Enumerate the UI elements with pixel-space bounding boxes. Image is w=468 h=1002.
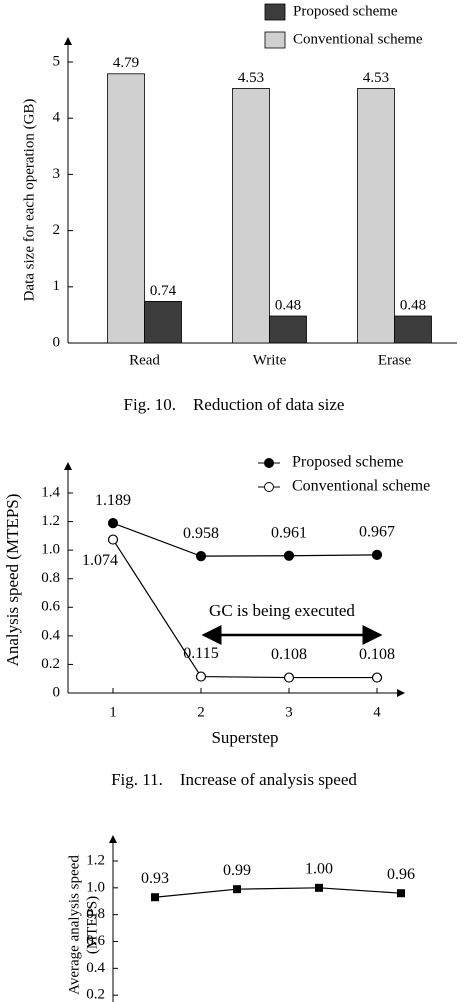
marker xyxy=(315,883,323,892)
series-line xyxy=(112,539,377,679)
y-tick-label: 0.4 xyxy=(86,960,105,976)
bar xyxy=(357,88,395,344)
y-tick-label: 0 xyxy=(53,684,61,700)
value-label: 0.967 xyxy=(359,524,395,541)
caption: Fig. 11. Increase of analysis speed xyxy=(111,770,357,789)
bar xyxy=(144,301,182,344)
caption: Fig. 10. Reduction of data size xyxy=(124,395,345,414)
bar xyxy=(232,88,270,344)
value-label: 0.48 xyxy=(400,297,426,313)
value-label: 0.74 xyxy=(150,283,177,299)
y-tick-label: 1 xyxy=(53,278,61,294)
legend-label: Conventional scheme xyxy=(293,31,423,47)
marker xyxy=(233,885,241,894)
bar xyxy=(394,315,432,344)
value-label: 4.79 xyxy=(113,55,139,71)
x-tick-label: 1 xyxy=(109,704,117,720)
value-label: 0.961 xyxy=(271,524,307,541)
series-line xyxy=(112,522,378,557)
y-tick-label: 0 xyxy=(53,334,61,350)
marker xyxy=(151,893,159,902)
y-tick-label: 0.4 xyxy=(41,627,60,643)
y-tick-label: 5 xyxy=(53,53,61,69)
value-label: 4.53 xyxy=(238,70,264,86)
value-label: 1.00 xyxy=(305,861,333,878)
marker xyxy=(107,534,119,545)
y-tick-label: 1.0 xyxy=(86,879,105,895)
y-tick-label: 1.0 xyxy=(41,542,60,558)
value-label: 0.108 xyxy=(271,646,307,663)
legend-swatch xyxy=(264,31,286,49)
y-axis-label: Data size for each operation (GB) xyxy=(21,99,37,302)
y-tick-label: 1.4 xyxy=(41,484,60,500)
marker xyxy=(397,889,405,898)
value-label: 0.96 xyxy=(387,866,415,883)
value-label: 0.48 xyxy=(275,297,301,313)
marker xyxy=(371,549,383,560)
y-tick-label: 0.8 xyxy=(41,570,60,586)
y-tick-label: 0.2 xyxy=(86,987,105,1002)
bar xyxy=(107,73,145,344)
value-label: 0.115 xyxy=(183,645,218,662)
y-axis-label: Analysis speed (MTEPS) xyxy=(3,494,22,667)
y-axis-label: Average analysis speed xyxy=(66,855,82,995)
y-tick-label: 0.6 xyxy=(86,933,105,949)
legend-label: Proposed scheme xyxy=(292,454,404,471)
value-label: 0.99 xyxy=(223,862,251,879)
y-tick-label: 1.2 xyxy=(86,852,105,868)
marker xyxy=(371,672,383,683)
value-label: 0.108 xyxy=(359,646,395,663)
legend-marker xyxy=(264,482,274,492)
value-label: 0.93 xyxy=(141,870,169,887)
series-line xyxy=(154,887,402,898)
y-tick-label: 2 xyxy=(53,222,61,238)
legend-marker xyxy=(264,458,274,468)
legend-label: Conventional scheme xyxy=(292,478,430,495)
y-tick-label: 1.2 xyxy=(41,513,60,529)
value-label: 4.53 xyxy=(363,70,389,86)
x-tick-label: 4 xyxy=(373,704,381,720)
legend-label: Proposed scheme xyxy=(293,3,398,19)
y-tick-label: 3 xyxy=(53,166,61,182)
value-label: 0.958 xyxy=(183,525,219,542)
x-tick-label: 2 xyxy=(197,704,205,720)
marker xyxy=(195,551,207,562)
y-tick-label: 4 xyxy=(53,110,61,126)
y-tick-label: 0.8 xyxy=(86,906,105,922)
x-axis-label: Superstep xyxy=(211,728,278,747)
marker xyxy=(107,518,119,529)
marker xyxy=(283,672,295,683)
y-axis-label: (MTEPS) xyxy=(84,896,100,954)
y-tick-label: 0.2 xyxy=(41,656,60,672)
x-tick-label: Erase xyxy=(378,352,412,368)
x-tick-label: Write xyxy=(253,352,287,368)
marker xyxy=(195,671,207,682)
marker xyxy=(283,550,295,561)
x-tick-label: Read xyxy=(129,352,160,368)
value-label: 1.074 xyxy=(82,552,118,569)
x-tick-label: 3 xyxy=(285,704,293,720)
annotation: GC is being executed xyxy=(209,601,355,620)
y-tick-label: 0.6 xyxy=(41,599,60,615)
legend-swatch xyxy=(264,3,286,21)
bar xyxy=(269,315,307,344)
value-label: 1.189 xyxy=(95,492,131,509)
